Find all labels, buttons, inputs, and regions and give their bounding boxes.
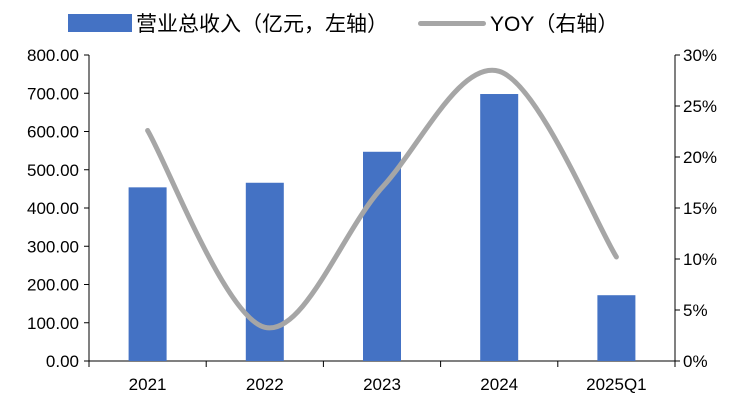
x-tick-label: 2024 — [480, 375, 518, 394]
revenue-bar — [363, 151, 401, 361]
legend-item-revenue: 营业总收入（亿元，左轴） — [68, 8, 388, 38]
chart-legend: 营业总收入（亿元，左轴） YOY（右轴） — [68, 8, 618, 38]
y-right-tick-label: 30% — [683, 46, 717, 65]
x-tick-label: 2022 — [246, 375, 284, 394]
revenue-bar — [245, 182, 284, 361]
y-left-tick-label: 600.00 — [27, 123, 79, 142]
y-left-tick-label: 100.00 — [27, 314, 79, 333]
legend-label-revenue: 营业总收入（亿元，左轴） — [136, 13, 388, 36]
legend-swatch-yoy — [418, 20, 486, 26]
y-left-tick-label: 400.00 — [27, 199, 79, 218]
y-right-tick-label: 20% — [683, 148, 717, 167]
x-tick-label: 2023 — [363, 375, 401, 394]
revenue-bar — [597, 295, 636, 361]
y-right-tick-label: 10% — [683, 250, 717, 269]
y-left-tick-label: 800.00 — [27, 46, 79, 65]
y-right-tick-label: 0% — [683, 352, 708, 371]
yoy-line — [145, 67, 619, 331]
y-right-tick-label: 5% — [683, 301, 708, 320]
y-left-tick-label: 500.00 — [27, 161, 79, 180]
y-left-tick-label: 300.00 — [27, 237, 79, 256]
legend-swatch-revenue — [68, 14, 132, 32]
y-left-tick-label: 0.00 — [46, 352, 79, 371]
y-left-tick-label: 700.00 — [27, 84, 79, 103]
y-right-tick-label: 15% — [683, 199, 717, 218]
legend-item-yoy: YOY（右轴） — [388, 8, 618, 38]
legend-label-yoy: YOY（右轴） — [490, 13, 619, 36]
x-tick-label: 2025Q1 — [586, 375, 647, 394]
x-tick-label: 2021 — [129, 375, 167, 394]
revenue-bar — [128, 187, 167, 361]
y-right-tick-label: 25% — [683, 97, 717, 116]
y-left-tick-label: 200.00 — [27, 276, 79, 295]
revenue-bar — [480, 94, 519, 361]
